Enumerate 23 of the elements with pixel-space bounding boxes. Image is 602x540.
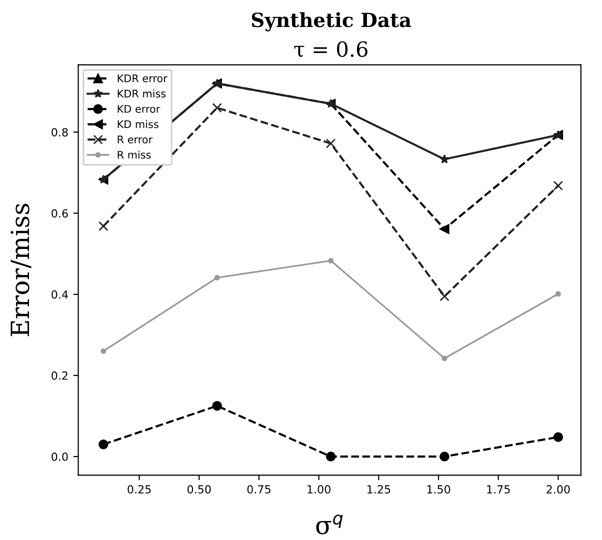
x-tick-label: 0.50 (188, 485, 211, 494)
x-tick-label: 1.75 (487, 485, 510, 494)
y-tick-label: 0.4 (52, 290, 68, 299)
y-tick-label: 0.2 (52, 371, 68, 380)
x-tick-label: 1.50 (427, 485, 450, 494)
chart-subtitle: τ = 0.6 (294, 41, 368, 57)
x-axis-title: σ$^{q}$ (316, 514, 343, 534)
x-tick-label: 1.25 (368, 485, 390, 494)
chart-title: Synthetic Data (252, 12, 412, 32)
legend-label: R miss (118, 150, 151, 159)
x-tick-label: 1.00 (308, 485, 330, 494)
legend-label: R error (118, 136, 153, 144)
y-tick-label: 0.8 (52, 128, 68, 136)
x-tick-label: 0.25 (128, 485, 151, 494)
y-axis-title: Error/miss (10, 204, 32, 336)
legend-label: KD error (118, 105, 160, 113)
y-tick-label: 0.0 (52, 452, 68, 461)
y-tick-label: 0.6 (52, 209, 68, 218)
x-tick-label: 0.75 (247, 485, 270, 494)
legend-label: KDR miss (118, 89, 166, 98)
legend-label: KDR error (118, 74, 168, 82)
legend-label: KD miss (118, 120, 158, 128)
x-tick-label: 2.00 (546, 485, 570, 494)
